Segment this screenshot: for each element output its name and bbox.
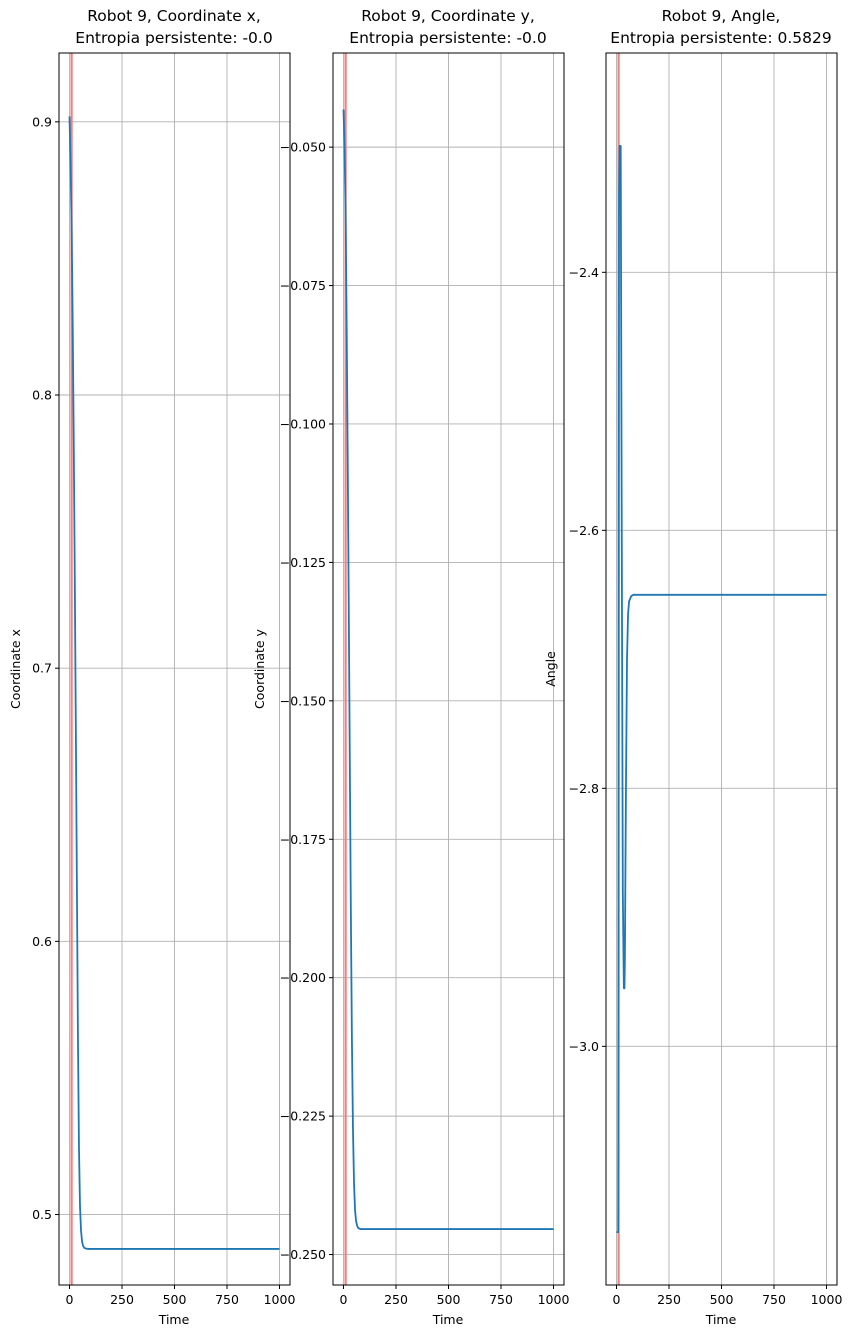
series-line [342,109,554,1230]
y-tick-label: −2.6 [569,523,599,538]
y-tick-label: −0.075 [280,278,326,293]
x-tick-label: 750 [215,1292,239,1307]
y-ticks: −0.050 −0.075 −0.100 −0.125 −0.150 −0.175 −0.2… [280,140,333,1262]
x-ticks: 0 250 500 750 1000 [340,1285,570,1307]
series-layer [68,116,280,1250]
y-tick-label: −0.200 [280,970,326,985]
x-ticks: 0 250 500 750 1000 [66,1285,296,1307]
x-tick-label: 0 [340,1292,348,1307]
panel-coordinate-x: Robot 9, Coordinate x, Entropia persiste… [8,7,295,1327]
y-tick-label: 0.7 [32,661,52,676]
x-tick-label: 750 [489,1292,513,1307]
y-tick-label: 0.9 [32,114,52,129]
panel-coordinate-y: Robot 9, Coordinate y, Entropia persiste… [252,7,569,1327]
y-tick-label: −2.8 [569,781,599,796]
series-line [68,116,280,1250]
x-tick-label: 500 [163,1292,187,1307]
y-tick-label: −2.4 [569,265,599,280]
y-tick-label: −0.175 [280,832,326,847]
x-ticks: 0 250 500 750 1000 [613,1285,843,1307]
panel-angle: Robot 9, Angle, Entropia persistente: 0.… [543,7,842,1327]
x-axis-label: Time [432,1312,464,1327]
y-tick-label: −0.100 [280,416,326,431]
panel-title-line2: Entropia persistente: 0.5829 [610,29,831,47]
grid [59,53,290,1285]
y-tick-label: 0.5 [32,1207,52,1222]
y-ticks: 0.5 0.6 0.7 0.8 0.9 [32,114,59,1222]
x-tick-label: 250 [110,1292,134,1307]
series-layer [616,144,827,1234]
x-tick-label: 1000 [811,1292,843,1307]
y-tick-label: −0.150 [280,693,326,708]
x-tick-label: 250 [384,1292,408,1307]
y-tick-label: 0.8 [32,388,52,403]
y-tick-label: −0.225 [280,1109,326,1124]
panel-title-line1: Robot 9, Angle, [662,7,781,25]
y-tick-label: 0.6 [32,934,52,949]
x-tick-label: 1000 [538,1292,570,1307]
x-axis-label: Time [158,1312,190,1327]
series-line [616,144,827,1234]
panel-title-line1: Robot 9, Coordinate y, [361,7,535,25]
x-tick-label: 500 [710,1292,734,1307]
y-tick-label: −0.250 [280,1247,326,1262]
x-tick-label: 1000 [264,1292,296,1307]
x-tick-label: 750 [762,1292,786,1307]
panel-title-line1: Robot 9, Coordinate x, [87,7,261,25]
grid [606,53,837,1285]
x-tick-label: 0 [66,1292,74,1307]
y-ticks: −2.4 −2.6 −2.8 −3.0 [569,265,606,1054]
x-tick-label: 0 [613,1292,621,1307]
panel-title-line2: Entropia persistente: -0.0 [75,29,272,47]
series-layer [342,109,554,1230]
y-tick-label: −3.0 [569,1039,599,1054]
y-tick-label: −0.050 [280,140,326,155]
y-axis-label: Coordinate y [252,628,267,708]
x-tick-label: 500 [437,1292,461,1307]
y-axis-label: Coordinate x [8,629,23,709]
panel-title-line2: Entropia persistente: -0.0 [349,29,546,47]
y-tick-label: −0.125 [280,555,326,570]
x-tick-label: 250 [657,1292,681,1307]
grid [333,53,564,1285]
x-axis-label: Time [705,1312,737,1327]
y-axis-label: Angle [543,651,558,687]
